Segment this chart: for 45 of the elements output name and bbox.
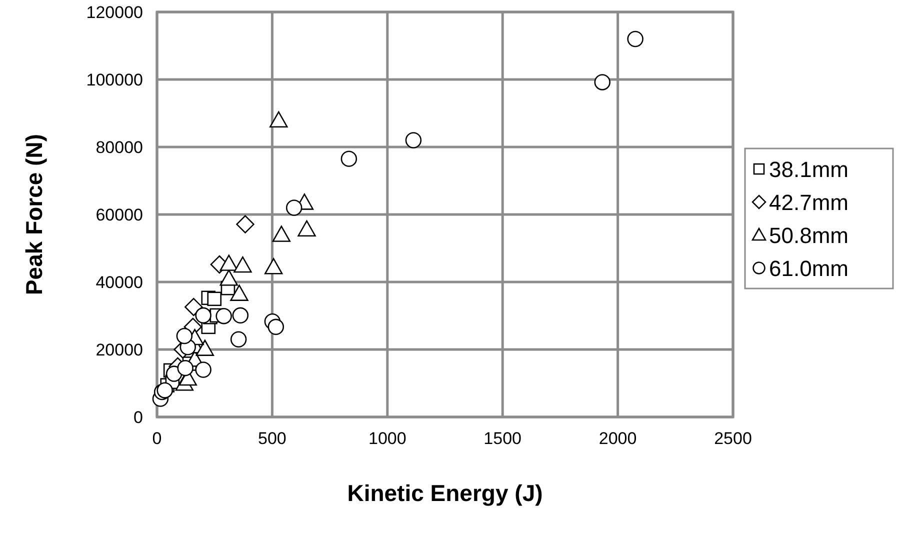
point	[195, 307, 212, 324]
point	[216, 308, 232, 324]
legend-label: 61.0mm	[769, 256, 848, 281]
legend-label: 50.8mm	[769, 223, 848, 248]
point	[176, 328, 193, 344]
x-tick-label: 1000	[368, 429, 406, 448]
point	[156, 382, 173, 398]
y-tick-label: 40000	[96, 273, 143, 292]
point	[207, 292, 222, 306]
point	[184, 298, 203, 316]
point	[298, 220, 316, 236]
point	[196, 340, 214, 356]
legend-label: 38.1mm	[769, 157, 848, 182]
y-axis-title: Peak Force (N)	[21, 134, 47, 296]
point	[272, 226, 291, 242]
y-tick-label: 20000	[96, 340, 143, 360]
point	[627, 30, 644, 48]
x-tick-label: 0	[152, 429, 162, 448]
point	[234, 256, 252, 273]
x-tick-label: 1500	[484, 429, 522, 448]
point	[594, 74, 610, 90]
point	[340, 150, 358, 167]
x-axis-title: Kinetic Energy (J)	[347, 480, 543, 506]
y-tick-label: 120000	[86, 3, 143, 22]
point	[264, 258, 283, 274]
x-tick-label: 2500	[714, 429, 752, 448]
point	[268, 318, 284, 336]
point	[270, 111, 288, 128]
point	[236, 215, 254, 234]
point	[232, 307, 249, 324]
point	[177, 360, 194, 376]
point	[220, 270, 238, 286]
point	[230, 284, 248, 301]
point	[286, 200, 302, 216]
y-tick-label: 0	[134, 408, 143, 427]
point	[220, 254, 238, 271]
y-tick-label: 100000	[86, 70, 143, 90]
point	[405, 132, 422, 148]
legend-label: 42.7mm	[769, 190, 848, 215]
point	[230, 331, 247, 348]
point	[195, 362, 212, 378]
y-tick-label: 80000	[96, 138, 143, 157]
x-tick-label: 500	[258, 429, 286, 448]
x-tick-label: 2000	[598, 429, 637, 448]
y-tick-label: 60000	[96, 206, 143, 224]
